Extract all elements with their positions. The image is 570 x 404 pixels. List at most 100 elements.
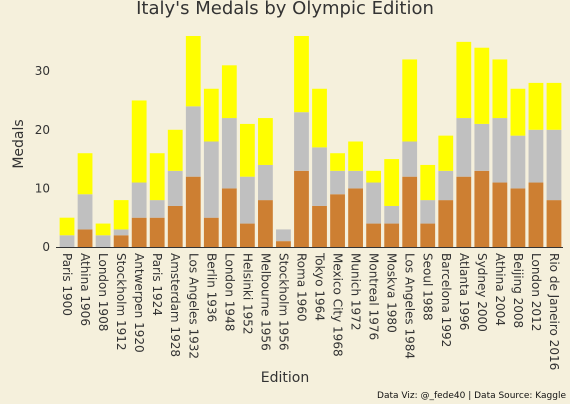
bar-segment-8-0 [203, 217, 219, 247]
bar-segment-17-0 [366, 223, 382, 247]
bar-segment-16-1 [348, 170, 363, 189]
bar-segment-24-2 [492, 59, 508, 119]
bar-segment-4-0 [131, 217, 147, 247]
bar-segment-13-1 [294, 112, 309, 171]
x-tick-label: Melbourne 1956 [258, 253, 272, 351]
bar-segment-13-2 [294, 36, 309, 113]
y-tick-label: 30 [35, 64, 50, 78]
bar-segment-23-2 [474, 47, 490, 124]
bar-segment-26-2 [528, 82, 544, 130]
bar-segment-6-0 [167, 205, 183, 247]
bar-segment-21-0 [438, 200, 454, 247]
x-tick-label: Stockholm 1956 [276, 253, 290, 351]
bar-segment-19-0 [402, 176, 418, 247]
x-tick-label: Stockholm 1912 [114, 253, 128, 351]
x-tick-label: Beijing 2008 [511, 253, 525, 328]
x-tick-label: Los Angeles 1984 [403, 253, 417, 359]
bar-segment-15-2 [330, 153, 345, 171]
x-tick-label: Montreal 1976 [367, 253, 381, 340]
x-tick-label: Rio de Janeiro 2016 [547, 253, 561, 370]
x-tick-label: London 1908 [96, 253, 110, 331]
bar-segment-5-1 [149, 200, 165, 218]
y-tick-label: 20 [35, 123, 50, 137]
x-tick-label: Paris 1900 [60, 253, 74, 316]
bar-segment-13-0 [294, 170, 309, 247]
bar-segment-14-1 [312, 147, 327, 206]
credit-text: Data Viz: @_fede40 | Data Source: Kaggle [377, 391, 566, 401]
y-tick-label: 10 [35, 181, 50, 195]
bar-segment-11-1 [258, 164, 273, 201]
x-tick-label: Barcelona 1992 [439, 253, 453, 347]
bar-segment-9-0 [221, 188, 237, 247]
bar-segment-16-0 [348, 188, 363, 247]
bar-segment-22-2 [456, 41, 472, 119]
bar-segment-27-2 [546, 82, 562, 130]
bar-segment-20-1 [420, 200, 436, 224]
bar-segment-25-0 [510, 188, 526, 247]
bar-segment-2-1 [95, 235, 111, 247]
bar-segment-24-1 [492, 118, 508, 183]
bar-segment-10-0 [239, 223, 255, 247]
bar-segment-18-0 [384, 223, 400, 247]
x-tick-label: Sydney 2000 [475, 253, 489, 332]
x-tick-label: Paris 1924 [150, 253, 164, 316]
x-tick-label: Athina 1906 [78, 253, 92, 326]
x-tick-label: Mexico City 1968 [331, 253, 345, 357]
bar-segment-23-0 [474, 170, 490, 247]
bar-segment-12-0 [276, 241, 291, 247]
bar-segment-19-1 [402, 141, 418, 177]
bar-segment-5-0 [149, 217, 165, 247]
y-tick-label: 0 [42, 240, 50, 254]
bar-segment-17-1 [366, 182, 382, 224]
bar-segment-15-0 [330, 194, 345, 247]
bar-segment-14-2 [312, 88, 327, 148]
bar-segment-15-1 [330, 170, 345, 195]
bar-segment-18-1 [384, 205, 400, 224]
bar-segment-1-0 [77, 229, 93, 247]
x-tick-label: Los Angeles 1932 [186, 253, 200, 359]
bar-segment-25-1 [510, 135, 526, 189]
bar-segment-11-0 [258, 200, 273, 247]
bar-segment-1-2 [77, 153, 93, 195]
bar-segment-8-1 [203, 141, 219, 218]
y-axis-label: Medals [11, 119, 27, 168]
bar-segment-2-2 [95, 223, 111, 236]
bar-segment-19-2 [402, 59, 418, 142]
bar-segment-20-2 [420, 164, 436, 201]
x-tick-label: Moskva 1980 [385, 253, 399, 333]
bar-segment-21-1 [438, 170, 454, 201]
x-tick-label: Athina 2004 [493, 253, 507, 326]
bar-segment-21-2 [438, 135, 454, 171]
bar-segment-17-2 [366, 170, 382, 183]
bar-segment-7-2 [185, 36, 201, 107]
bar-segment-0-2 [59, 217, 75, 236]
bar-segment-0-1 [59, 235, 75, 247]
bar-segment-4-1 [131, 182, 147, 218]
bar-segment-22-1 [456, 118, 472, 177]
bar-segment-1-1 [77, 194, 93, 230]
x-tick-label: Roma 1960 [294, 253, 308, 322]
x-tick-label: London 2012 [529, 253, 543, 331]
x-tick-label: London 1948 [222, 253, 236, 331]
bar-segment-3-2 [113, 200, 129, 230]
bar-segment-12-1 [276, 229, 291, 242]
bar-segment-6-1 [167, 170, 183, 206]
bars-layer [59, 36, 562, 247]
bar-segment-4-2 [131, 100, 147, 183]
bar-segment-10-1 [239, 176, 255, 224]
bar-segment-5-2 [149, 153, 165, 201]
x-tick-label: Helsinki 1952 [240, 253, 254, 335]
bar-segment-6-2 [167, 129, 183, 171]
x-tick-label: Amsterdam 1928 [168, 253, 182, 357]
x-tick-label: Tokyo 1964 [313, 252, 327, 321]
bar-segment-10-2 [239, 123, 255, 177]
bar-segment-27-0 [546, 200, 562, 247]
x-axis-label: Edition [261, 370, 309, 386]
bar-segment-7-0 [185, 176, 201, 247]
x-tick-label: Berlin 1936 [204, 253, 218, 322]
bar-segment-3-1 [113, 229, 129, 236]
bar-segment-20-0 [420, 223, 436, 247]
bar-segment-22-0 [456, 176, 472, 247]
x-tick-label: Seoul 1988 [421, 253, 435, 321]
